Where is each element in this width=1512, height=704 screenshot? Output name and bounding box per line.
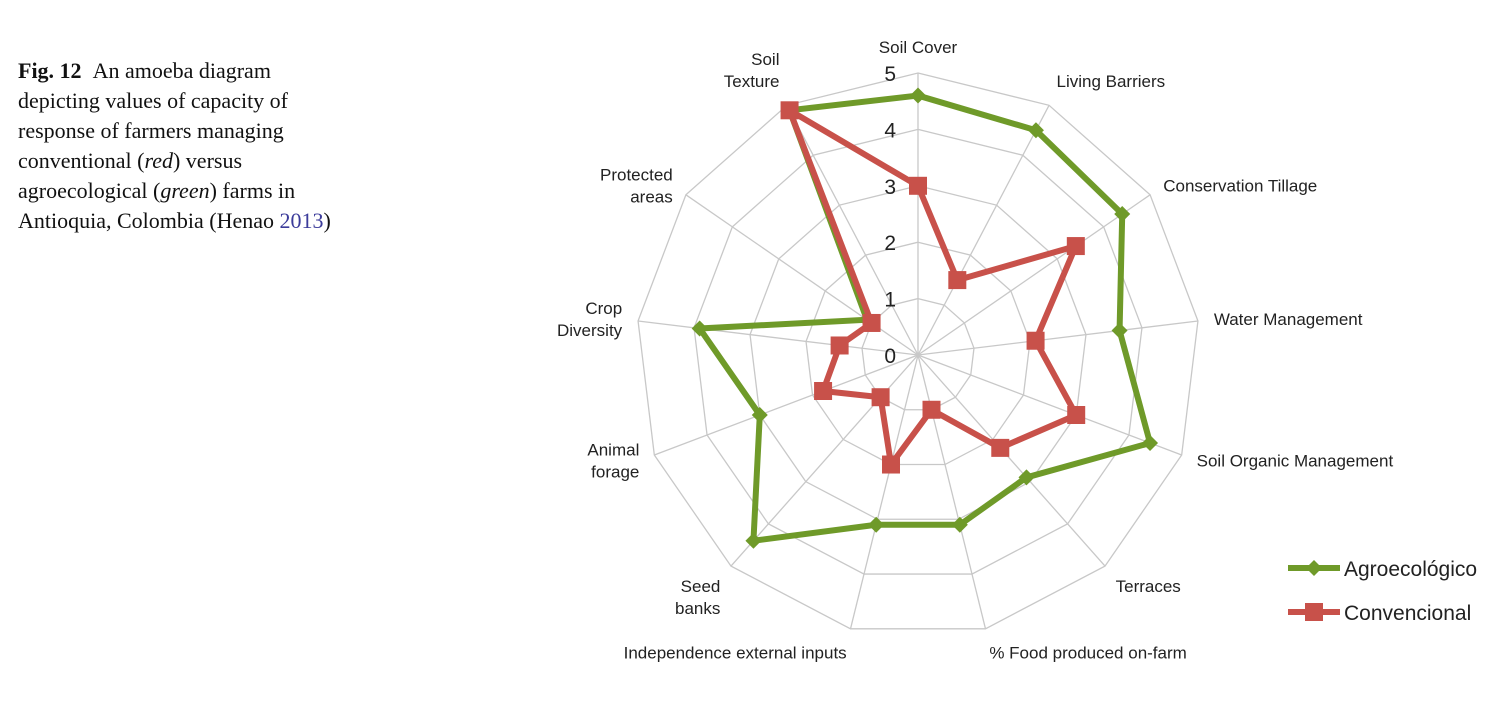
- series-layer: [691, 87, 1159, 549]
- data-point-diamond: [691, 320, 708, 337]
- figure-number: Fig. 12: [18, 58, 82, 83]
- legend-marker-square: [1305, 603, 1323, 621]
- data-point-diamond: [1027, 122, 1044, 139]
- axis-label: Living Barriers: [1056, 72, 1165, 91]
- grid-spoke: [917, 354, 1106, 567]
- grid-spoke: [654, 354, 919, 456]
- data-point-diamond: [868, 516, 885, 533]
- axis-label: Soil: [751, 50, 779, 69]
- grid-spoke: [917, 104, 1050, 356]
- grid-ring-4: [693, 128, 1143, 575]
- legend: Agroecológico Convencional: [1288, 558, 1477, 625]
- axis-label: Seed: [681, 577, 721, 596]
- legend-marker-diamond: [1306, 560, 1322, 576]
- axis-label: Texture: [724, 72, 780, 91]
- caption-text-4: ): [323, 208, 331, 233]
- radial-tick-label: 5: [884, 63, 896, 86]
- series-agroecologico: [691, 87, 1159, 549]
- radial-tick-label: 2: [884, 232, 896, 255]
- legend-item: Agroecológico: [1288, 558, 1477, 581]
- grid-spoke: [917, 354, 1182, 456]
- axis-label: Diversity: [557, 321, 623, 340]
- data-point-square: [991, 438, 1010, 457]
- data-point-diamond: [1142, 434, 1159, 451]
- axis-label: Independence external inputs: [624, 643, 847, 662]
- data-point-diamond: [751, 406, 768, 423]
- grid-spoke: [786, 104, 919, 356]
- grid-ring-5: [637, 72, 1199, 630]
- data-point-square: [814, 381, 833, 400]
- data-point-square: [780, 101, 799, 120]
- data-point-square: [862, 313, 881, 332]
- data-point-diamond: [1114, 206, 1131, 223]
- axis-label: Soil Cover: [879, 38, 958, 57]
- data-point-square: [882, 455, 901, 474]
- caption-text-3: ) farms in Antioquia, Colombia (Henao: [18, 178, 296, 233]
- axis-label: Conservation Tillage: [1163, 177, 1317, 196]
- grid-spoke: [917, 194, 1151, 356]
- data-point-diamond: [1111, 322, 1128, 339]
- axis-label: % Food produced on-farm: [989, 643, 1187, 662]
- axis-label: areas: [630, 188, 673, 207]
- figure-caption: Fig. 12 An amoeba diagram depicting valu…: [18, 56, 348, 236]
- axis-label: Crop: [585, 299, 622, 318]
- data-point-square: [1066, 237, 1085, 256]
- axis-label: Animal: [587, 441, 639, 460]
- grid-ring-2: [805, 241, 1031, 466]
- radial-tick-label: 4: [884, 119, 896, 142]
- caption-red-word: red: [144, 148, 173, 173]
- series-line: [694, 92, 1154, 545]
- caption-text-1: An amoeba diagram depicting values of ca…: [18, 58, 289, 173]
- data-point-square: [922, 400, 941, 419]
- citation-year-link[interactable]: 2013: [279, 208, 324, 233]
- axis-labels: Soil Cover Living Barriers Conservation Ti…: [557, 38, 1393, 662]
- legend-label: Agroecológico: [1344, 558, 1477, 581]
- tick-labels: 0 1 2 3 4 5: [884, 63, 896, 368]
- data-point-square: [1026, 331, 1045, 350]
- radial-tick-label: 3: [884, 176, 896, 199]
- data-point-square: [830, 336, 849, 355]
- grid-spoke: [917, 320, 1199, 356]
- series-convencional: [780, 101, 1086, 474]
- axis-label: Protected: [600, 166, 673, 185]
- data-point-square: [1067, 405, 1086, 424]
- grid-spoke: [917, 354, 987, 629]
- data-point-diamond: [1018, 469, 1035, 486]
- caption-text-2: ) versus agroecological (: [18, 148, 243, 203]
- data-point-diamond: [745, 532, 762, 549]
- grid-spoke: [637, 320, 919, 356]
- caption-green-word: green: [160, 178, 210, 203]
- axis-label: Water Management: [1214, 310, 1363, 329]
- grid-spoke: [849, 354, 919, 629]
- data-point-square: [948, 271, 967, 290]
- axis-label: forage: [591, 463, 639, 482]
- data-point-diamond: [951, 516, 968, 533]
- axis-label: Terraces: [1116, 577, 1181, 596]
- data-point-square: [909, 176, 927, 195]
- data-point-square: [871, 388, 890, 407]
- axis-label: banks: [675, 599, 720, 618]
- radial-tick-label: 1: [884, 289, 896, 312]
- legend-item: Convencional: [1288, 602, 1471, 625]
- data-point-diamond: [910, 87, 926, 104]
- axis-label: Soil Organic Management: [1197, 452, 1394, 471]
- radar-grid: [637, 72, 1199, 630]
- legend-label: Convencional: [1344, 602, 1471, 625]
- radial-tick-label: 0: [884, 345, 896, 368]
